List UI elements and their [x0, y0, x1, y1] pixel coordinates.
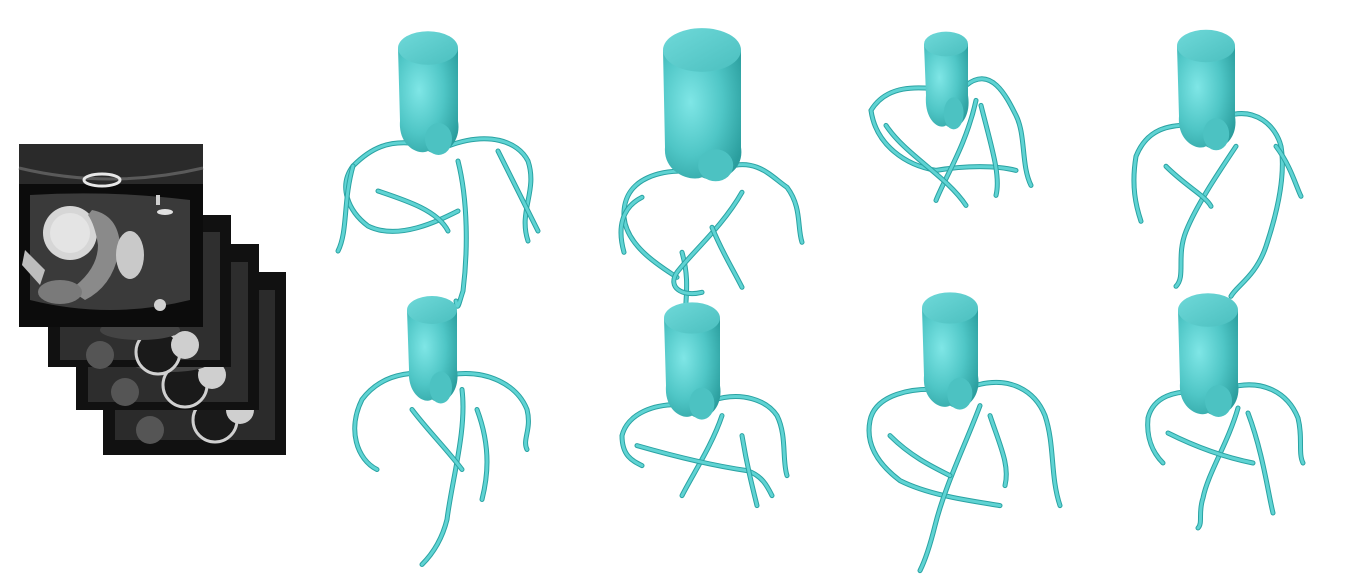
- coronary-vessel: [1174, 144, 1238, 288]
- coronary-vessel: [376, 189, 450, 233]
- coronary-vessel: [867, 387, 1002, 508]
- coronary-vessel: [725, 163, 804, 244]
- coronary-vessel: [1164, 164, 1213, 208]
- coronary-vessel: [740, 434, 759, 508]
- coronary-vessel: [973, 380, 1062, 508]
- aorta-cap: [398, 31, 458, 65]
- coronary-vessel: [1274, 144, 1303, 198]
- coronary-model-5: [352, 296, 531, 567]
- coronary-model-6: [619, 302, 790, 509]
- coronary-vessel: [1224, 112, 1284, 298]
- coronary-vessel: [1132, 123, 1208, 223]
- aorta-cap: [663, 28, 741, 72]
- coronary-vessel: [680, 414, 724, 498]
- coronary-vessel: [1226, 383, 1305, 465]
- coronary-vessel: [934, 98, 978, 202]
- ct-slice-1: [18, 144, 204, 327]
- aorta-cap: [922, 292, 978, 324]
- coronary-vessel: [450, 372, 530, 451]
- coronary-vessel: [622, 169, 704, 279]
- coronary-model-2: [618, 28, 805, 330]
- coronary-vessel: [1246, 411, 1275, 515]
- ct-slice-stack: [18, 144, 286, 455]
- coronary-vessel: [869, 86, 1018, 172]
- coronary-vessel: [1196, 406, 1240, 530]
- coronary-vessel: [1225, 382, 1306, 466]
- coronary-vessel: [888, 434, 952, 478]
- aorta-cap: [664, 302, 720, 334]
- coronary-vessel: [475, 408, 489, 501]
- coronary-vessel: [710, 225, 744, 289]
- coronary-vessel: [972, 379, 1063, 509]
- coronary-model-4: [1131, 29, 1304, 299]
- coronary-vessel: [353, 371, 434, 471]
- coronary-vessel: [410, 408, 464, 471]
- coronary-vessel: [710, 395, 789, 478]
- coronary-vessel: [672, 190, 744, 295]
- coronary-model-8: [1145, 293, 1306, 531]
- coronary-vessel: [1173, 143, 1239, 289]
- coronary-model-7: [866, 292, 1063, 574]
- coronary-model-1: [335, 31, 541, 309]
- coronary-vessel: [979, 103, 999, 197]
- coronary-vessel: [1166, 431, 1255, 465]
- coronary-vessel: [918, 404, 982, 573]
- aorta-cap: [924, 31, 968, 57]
- coronary-vessel: [619, 195, 644, 254]
- aorta-cap: [1178, 293, 1238, 327]
- coronary-vessel: [964, 77, 1033, 187]
- coronary-model-3: [868, 31, 1034, 208]
- aorta-cap: [407, 296, 457, 324]
- coronary-vessel: [635, 444, 774, 498]
- coronary-vessel: [336, 164, 355, 253]
- coronary-vessel: [884, 123, 968, 207]
- aorta-cap: [1177, 29, 1235, 63]
- coronary-vessel: [724, 162, 805, 245]
- aortic-root: [663, 50, 742, 180]
- coronary-vessel: [419, 387, 466, 567]
- coronary-models: [335, 28, 1306, 574]
- coronary-vessel: [420, 388, 465, 566]
- coronary-vessel: [620, 403, 694, 468]
- coronary-vessel: [988, 414, 1008, 488]
- coronary-vessel: [446, 137, 533, 243]
- coronary-vessel: [375, 188, 451, 234]
- coronary-vessel: [454, 159, 468, 308]
- coronary-vessel: [496, 149, 540, 233]
